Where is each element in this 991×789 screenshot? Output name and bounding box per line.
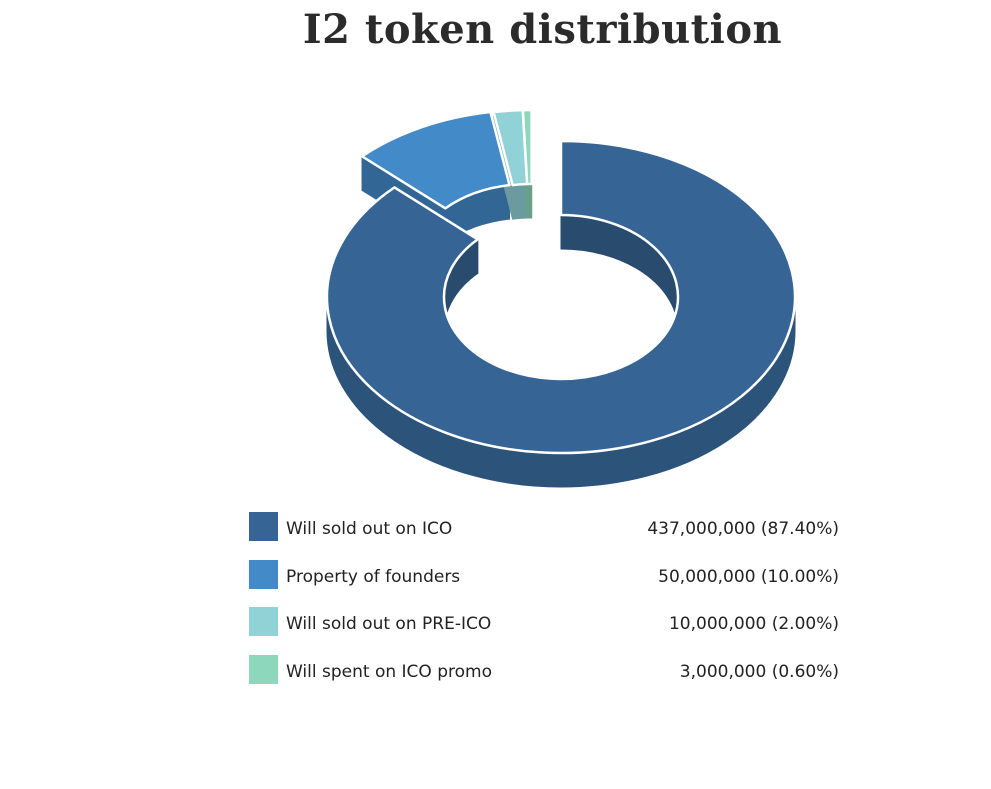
- slice-inner-wall: [526, 183, 533, 219]
- legend-swatch: [249, 654, 278, 684]
- legend-item-promo: Will spent on ICO promo 3,000,000 (0.60%…: [249, 654, 839, 703]
- chart-title: I2 token distribution: [302, 6, 783, 53]
- legend-swatch: [249, 607, 278, 636]
- legend-value: 10,000,000 (2.00%): [668, 614, 839, 634]
- chart-legend: Will sold out on ICO 437,000,000 (87.40%…: [249, 512, 839, 702]
- legend-swatch: [249, 559, 278, 589]
- legend-label: Will sold out on PRE-ICO: [286, 614, 492, 634]
- legend-value: 50,000,000 (10.00%): [658, 566, 839, 587]
- slice-ico: [325, 139, 797, 455]
- legend-label: Will spent on ICO promo: [286, 661, 492, 682]
- donut-tops: [325, 108, 797, 455]
- legend-value: 437,000,000 (87.40%): [647, 519, 839, 539]
- slice-promo: [521, 108, 533, 186]
- legend-label: Will sold out on ICO: [286, 519, 453, 539]
- legend-value: 3,000,000 (0.60%): [679, 661, 839, 682]
- legend-item-founders: Property of founders 50,000,000 (10.00%): [249, 559, 839, 608]
- legend-swatch: [249, 512, 278, 541]
- slice-founders: [360, 110, 511, 210]
- legend-item-ico: Will sold out on ICO 437,000,000 (87.40%…: [249, 512, 839, 560]
- legend-item-pre-ico: Will sold out on PRE-ICO 10,000,000 (2.0…: [249, 607, 839, 655]
- legend-label: Property of founders: [286, 566, 461, 587]
